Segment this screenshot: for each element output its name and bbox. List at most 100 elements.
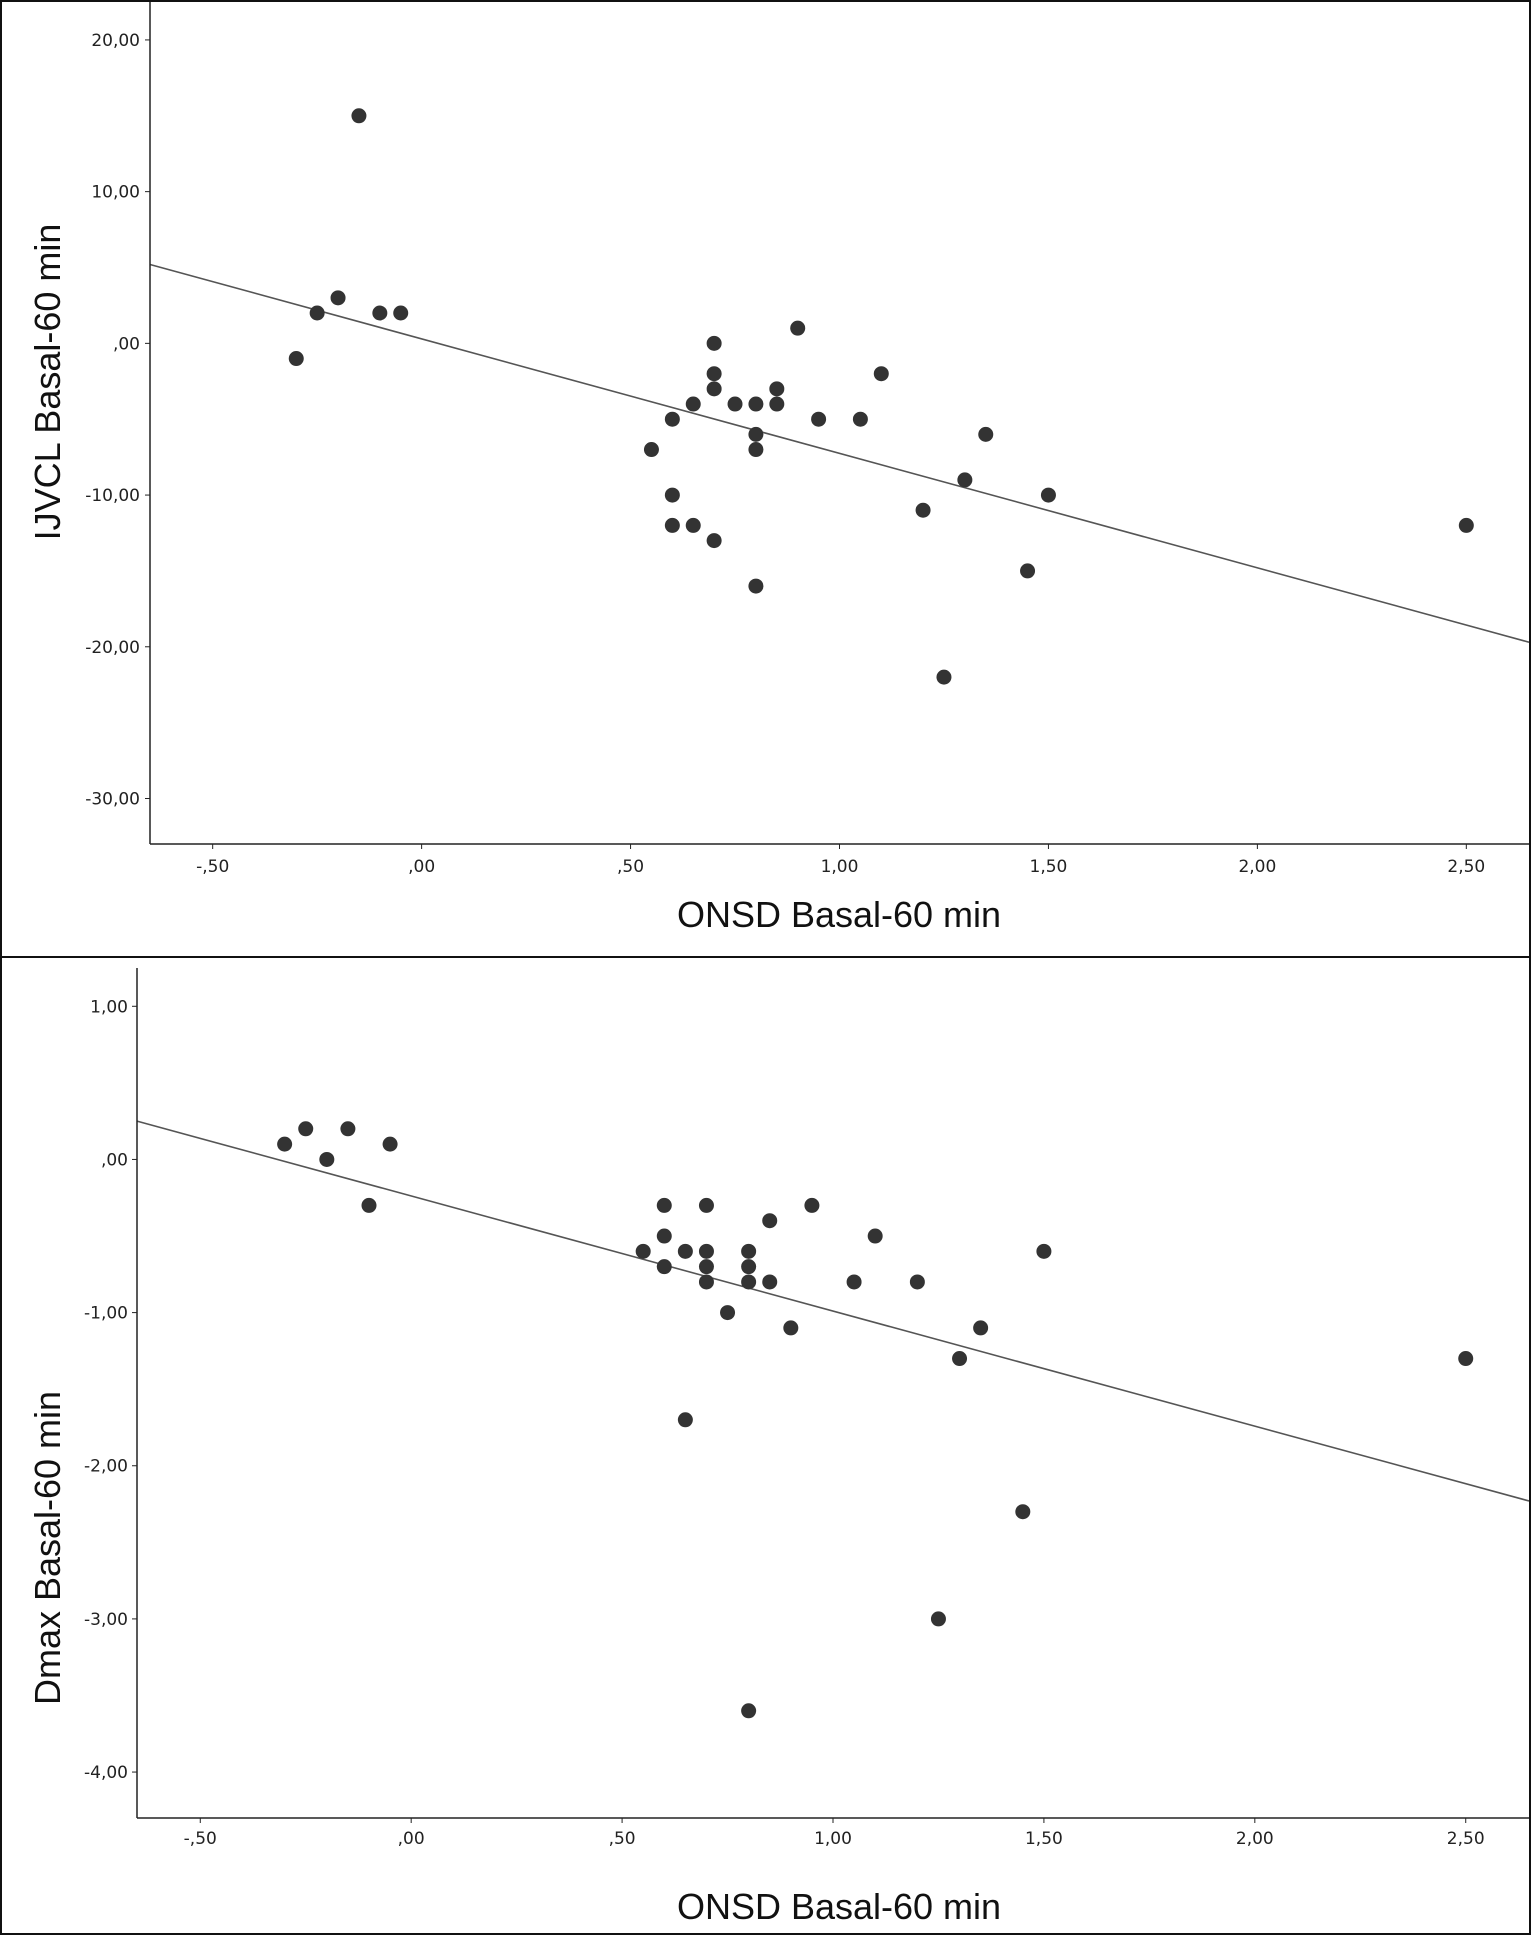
data-point [319, 1151, 335, 1167]
x-tick-label: -,50 [184, 1829, 217, 1849]
chart-panel-bottom: -,50 ,00 ,50 1,00 1,50 2,00 2,50 1,00 ,00 -1,00 -… [0, 956, 1531, 1935]
data-point [727, 396, 743, 412]
data-point [783, 1320, 799, 1336]
data-point [915, 502, 931, 518]
data-point [635, 1243, 651, 1259]
data-point [811, 411, 827, 427]
data-point [643, 442, 659, 458]
chart-panel-top: -,50 ,00 ,50 1,00 1,50 2,00 2,50 20,00 10,00 ,00… [0, 0, 1531, 958]
data-point [741, 1259, 757, 1275]
data-point [706, 335, 722, 351]
data-point [664, 487, 680, 503]
y-tick-label: ,00 [101, 1150, 128, 1170]
y-axis-title: Dmax Basal-60 min [27, 1391, 68, 1705]
data-point [1040, 487, 1056, 503]
data-point [309, 305, 325, 321]
data-point [748, 396, 764, 412]
data-point [698, 1243, 714, 1259]
data-point [741, 1703, 757, 1719]
data-point [698, 1197, 714, 1213]
data-point [664, 517, 680, 533]
data-point [867, 1228, 883, 1244]
data-point [930, 1611, 946, 1627]
data-point [936, 669, 952, 685]
y-axis-title: IJVCL Basal-60 min [27, 224, 68, 541]
x-axis-title: ONSD Basal-60 min [677, 894, 1001, 935]
x-axis-title: ONSD Basal-60 min [677, 1886, 1001, 1927]
data-point [698, 1259, 714, 1275]
x-tick-label: 1,50 [1030, 857, 1068, 877]
x-tick-label: -,50 [196, 857, 229, 877]
x-tick-label: 2,00 [1238, 857, 1276, 877]
data-point [769, 396, 785, 412]
data-point [909, 1274, 925, 1290]
data-point [351, 108, 367, 124]
data-point [685, 517, 701, 533]
data-point [741, 1243, 757, 1259]
y-tick-label: ,00 [113, 334, 140, 354]
data-point [952, 1351, 968, 1367]
data-point [769, 381, 785, 397]
data-point [846, 1274, 862, 1290]
x-tick-label: 2,00 [1236, 1829, 1274, 1849]
data-point [340, 1121, 356, 1137]
data-point [1458, 517, 1474, 533]
data-point [382, 1136, 398, 1152]
data-point [664, 411, 680, 427]
regression-line [136, 1120, 1529, 1502]
data-point [720, 1305, 736, 1321]
data-point [1036, 1243, 1052, 1259]
regression-line [149, 263, 1529, 643]
data-point [852, 411, 868, 427]
data-point [748, 442, 764, 458]
data-point [973, 1320, 989, 1336]
x-tick-label: ,00 [398, 1829, 425, 1849]
data-point [762, 1213, 778, 1229]
data-point [741, 1274, 757, 1290]
data-point [873, 366, 889, 382]
data-point [298, 1121, 314, 1137]
x-tick-label: 1,50 [1025, 1829, 1063, 1849]
scatter-chart-dmax: -,50 ,00 ,50 1,00 1,50 2,00 2,50 1,00 ,00 -1,00 -… [27, 968, 1529, 1927]
data-point [748, 578, 764, 594]
y-tick-label: -30,00 [85, 789, 140, 809]
data-point [957, 472, 973, 488]
x-tick-label: 1,00 [814, 1829, 852, 1849]
x-tick-label: ,50 [609, 1829, 636, 1849]
y-tick-label: -1,00 [84, 1304, 128, 1324]
x-tick-label: ,50 [617, 857, 644, 877]
data-point [656, 1197, 672, 1213]
y-tick-label: -3,00 [84, 1610, 128, 1630]
data-point [804, 1197, 820, 1213]
data-point [277, 1136, 293, 1152]
data-point [677, 1243, 693, 1259]
data-point [1015, 1504, 1031, 1520]
data-point [685, 396, 701, 412]
y-tick-label: 10,00 [91, 183, 140, 203]
x-tick-label: 2,50 [1447, 857, 1485, 877]
x-tick-label: 1,00 [821, 857, 859, 877]
data-point [656, 1228, 672, 1244]
data-point [698, 1274, 714, 1290]
data-point [361, 1197, 377, 1213]
y-tick-label: -2,00 [84, 1457, 128, 1477]
y-tick-label: 1,00 [90, 997, 128, 1017]
y-tick-label: -10,00 [85, 486, 140, 506]
data-point [677, 1412, 693, 1428]
data-point [706, 381, 722, 397]
y-tick-label: 20,00 [91, 31, 140, 51]
data-point [330, 290, 346, 306]
y-tick-label: -20,00 [85, 638, 140, 658]
data-point [978, 426, 994, 442]
x-tick-label: ,00 [408, 857, 435, 877]
data-point [1020, 563, 1036, 579]
data-point [1458, 1351, 1474, 1367]
y-tick-label: -4,00 [84, 1763, 128, 1783]
data-point [372, 305, 388, 321]
data-point [393, 305, 409, 321]
data-point [706, 533, 722, 549]
data-point [288, 351, 304, 367]
data-point [706, 366, 722, 382]
scatter-chart-ijvcl: -,50 ,00 ,50 1,00 1,50 2,00 2,50 20,00 10,00 ,00… [27, 2, 1529, 935]
data-point [656, 1259, 672, 1275]
